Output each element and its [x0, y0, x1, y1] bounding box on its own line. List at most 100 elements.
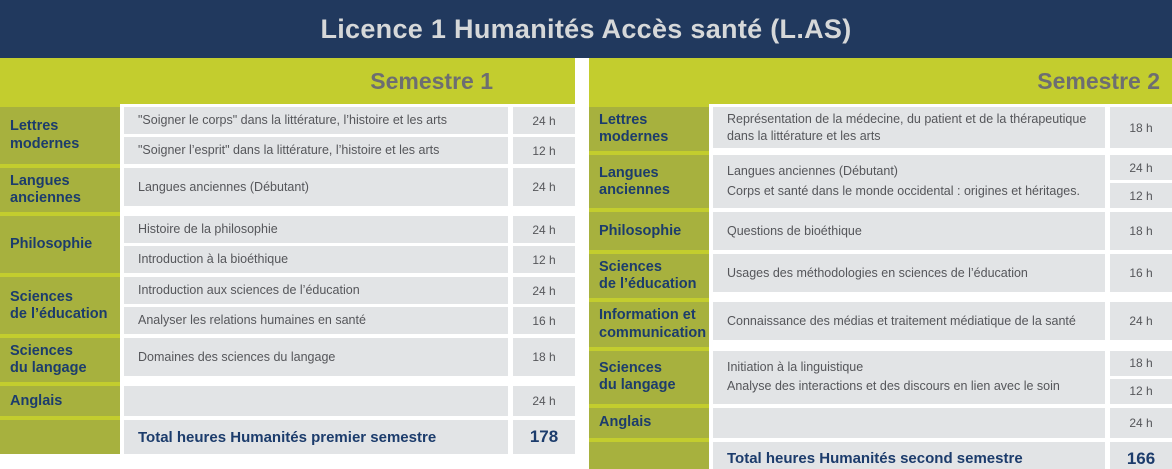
course-cell: [713, 407, 1105, 438]
category-label: Sciences: [599, 360, 662, 377]
category-cell: Sciences du langage: [0, 338, 120, 383]
category-label: Lettres: [10, 118, 59, 135]
category-label: anciennes: [10, 190, 81, 207]
course-row: "Soigner l’esprit" dans la littérature, …: [124, 137, 575, 164]
subject-block: Langues anciennes Langues anciennes (Début…: [0, 168, 575, 213]
hours-cell: 12 h: [1110, 183, 1172, 209]
hours-stack: 24 h 12 h: [1110, 155, 1172, 209]
course-cell: Domaines des sciences du langage: [124, 338, 508, 377]
course-row: Langues anciennes (Débutant) Corps et san…: [713, 155, 1172, 209]
subject-block: Lettres modernes "Soigner le corps" dans l…: [0, 107, 575, 164]
course-row: Langues anciennes (Débutant) 24 h: [124, 168, 575, 206]
category-cell: Anglais: [589, 407, 709, 438]
course-cell: "Soigner le corps" dans la littérature, …: [124, 107, 508, 134]
total-row: Total heures Humanités second semestre 16…: [589, 441, 1172, 469]
category-label: Philosophie: [599, 222, 682, 239]
total-row: Total heures Humanités premier semestre 1…: [0, 420, 575, 455]
category-label: Philosophie: [10, 236, 93, 253]
category-label: Anglais: [599, 414, 652, 431]
total-rows: Total heures Humanités premier semestre 1…: [124, 420, 575, 455]
category-cell: Sciences de l’éducation: [0, 277, 120, 335]
course-row: Questions de bioéthique 18 h: [713, 212, 1172, 251]
course-row: Connaissance des médias et traitement mé…: [713, 302, 1172, 341]
category-label: Sciences: [599, 259, 662, 276]
category-label: Anglais: [10, 392, 63, 409]
course-rows: "Soigner le corps" dans la littérature, …: [124, 107, 575, 164]
category-label: Langues: [10, 173, 70, 189]
category-cell: Information et communication: [589, 302, 709, 347]
semester-2-title: Semestre 2: [1037, 67, 1160, 94]
hours-stack: 18 h 12 h: [1110, 350, 1172, 404]
course-rows: Histoire de la philosophie 24 h Introducti…: [124, 216, 575, 274]
category-label: du langage: [10, 360, 87, 377]
course-rows: Représentation de la médecine, du patien…: [713, 107, 1172, 151]
hours-cell: 24 h: [1110, 155, 1172, 181]
course-title: Analyse des interactions et des discours…: [727, 379, 1060, 394]
semester-2-table: Semestre 2 Lettres modernes Représentation…: [589, 58, 1172, 469]
hours-cell: 18 h: [1110, 107, 1172, 148]
course-cell: Langues anciennes (Débutant): [124, 168, 508, 206]
course-cell: [124, 386, 508, 417]
course-title: Initiation à la linguistique: [727, 359, 864, 374]
category-label: modernes: [599, 129, 669, 146]
subject-block: Sciences de l’éducation Introduction aux s…: [0, 277, 575, 335]
hours-cell: 18 h: [513, 338, 575, 377]
course-cell: Histoire de la philosophie: [124, 216, 508, 244]
course-cell: Questions de bioéthique: [713, 212, 1105, 251]
course-row: 24 h: [124, 386, 575, 417]
semesters-container: Semestre 1 Lettres modernes "Soigner le co…: [0, 58, 1172, 469]
category-cell: Lettres modernes: [589, 107, 709, 152]
hours-cell: 16 h: [513, 307, 575, 335]
subject-block: Information et communication Connaissance …: [589, 302, 1172, 347]
course-rows: 24 h: [124, 386, 575, 417]
total-hours-value: 178: [513, 420, 575, 455]
category-label: Information et: [599, 307, 696, 324]
total-row-inner: Total heures Humanités second semestre 16…: [713, 441, 1172, 469]
hours-cell: 24 h: [513, 107, 575, 134]
hours-cell: 12 h: [513, 246, 575, 274]
hours-cell: 24 h: [1110, 407, 1172, 438]
course-rows: Connaissance des médias et traitement mé…: [713, 302, 1172, 346]
total-rows: Total heures Humanités second semestre 16…: [713, 441, 1172, 469]
course-row: Histoire de la philosophie 24 h: [124, 216, 575, 244]
course-cell: Langues anciennes (Débutant) Corps et san…: [713, 155, 1105, 209]
course-row: Représentation de la médecine, du patien…: [713, 107, 1172, 148]
category-label: de l’éducation: [599, 276, 697, 293]
semester-1-title: Semestre 1: [370, 67, 493, 94]
course-rows: Usages des méthodologies en sciences de …: [713, 254, 1172, 298]
total-label: Total heures Humanités premier semestre: [124, 420, 508, 455]
title-banner: Licence 1 Humanités Accès santé (L.AS): [0, 0, 1172, 58]
category-label: de l’éducation: [10, 305, 108, 322]
course-row: 24 h: [713, 407, 1172, 438]
course-row: Introduction aux sciences de l’éducation…: [124, 277, 575, 305]
category-cell-empty: [589, 441, 709, 469]
semester-1-table: Semestre 1 Lettres modernes "Soigner le co…: [0, 58, 575, 469]
subject-block: Philosophie Histoire de la philosophie 24 …: [0, 216, 575, 274]
category-label: du langage: [599, 377, 676, 394]
page-title: Licence 1 Humanités Accès santé (L.AS): [320, 13, 852, 44]
hours-cell: 24 h: [1110, 302, 1172, 341]
hours-cell: 18 h: [1110, 350, 1172, 376]
subject-block: Langues anciennes Langues anciennes (Début…: [589, 155, 1172, 209]
subject-block: Lettres modernes Représentation de la méde…: [589, 107, 1172, 152]
category-label: modernes: [10, 135, 80, 152]
category-cell: Lettres modernes: [0, 107, 120, 164]
category-label: Sciences: [10, 343, 73, 360]
hours-cell: 24 h: [513, 216, 575, 244]
course-cell: Introduction à la bioéthique: [124, 246, 508, 274]
course-title: Langues anciennes (Débutant): [727, 164, 898, 179]
course-title: Corps et santé dans le monde occidental …: [727, 183, 1080, 198]
category-cell: Langues anciennes: [589, 155, 709, 209]
semester-1-body: Lettres modernes "Soigner le corps" dans l…: [0, 104, 575, 455]
category-cell: Philosophie: [0, 216, 120, 274]
subject-block: Philosophie Questions de bioéthique 18 h: [589, 212, 1172, 251]
category-cell: Langues anciennes: [0, 168, 120, 213]
course-cell: "Soigner l’esprit" dans la littérature, …: [124, 137, 508, 164]
total-hours-value: 166: [1110, 441, 1172, 469]
total-row-inner: Total heures Humanités premier semestre 1…: [124, 420, 575, 455]
course-rows: Questions de bioéthique 18 h: [713, 212, 1172, 251]
category-cell: Sciences du langage: [589, 350, 709, 404]
category-cell-empty: [0, 420, 120, 455]
total-label: Total heures Humanités second semestre: [713, 441, 1105, 469]
